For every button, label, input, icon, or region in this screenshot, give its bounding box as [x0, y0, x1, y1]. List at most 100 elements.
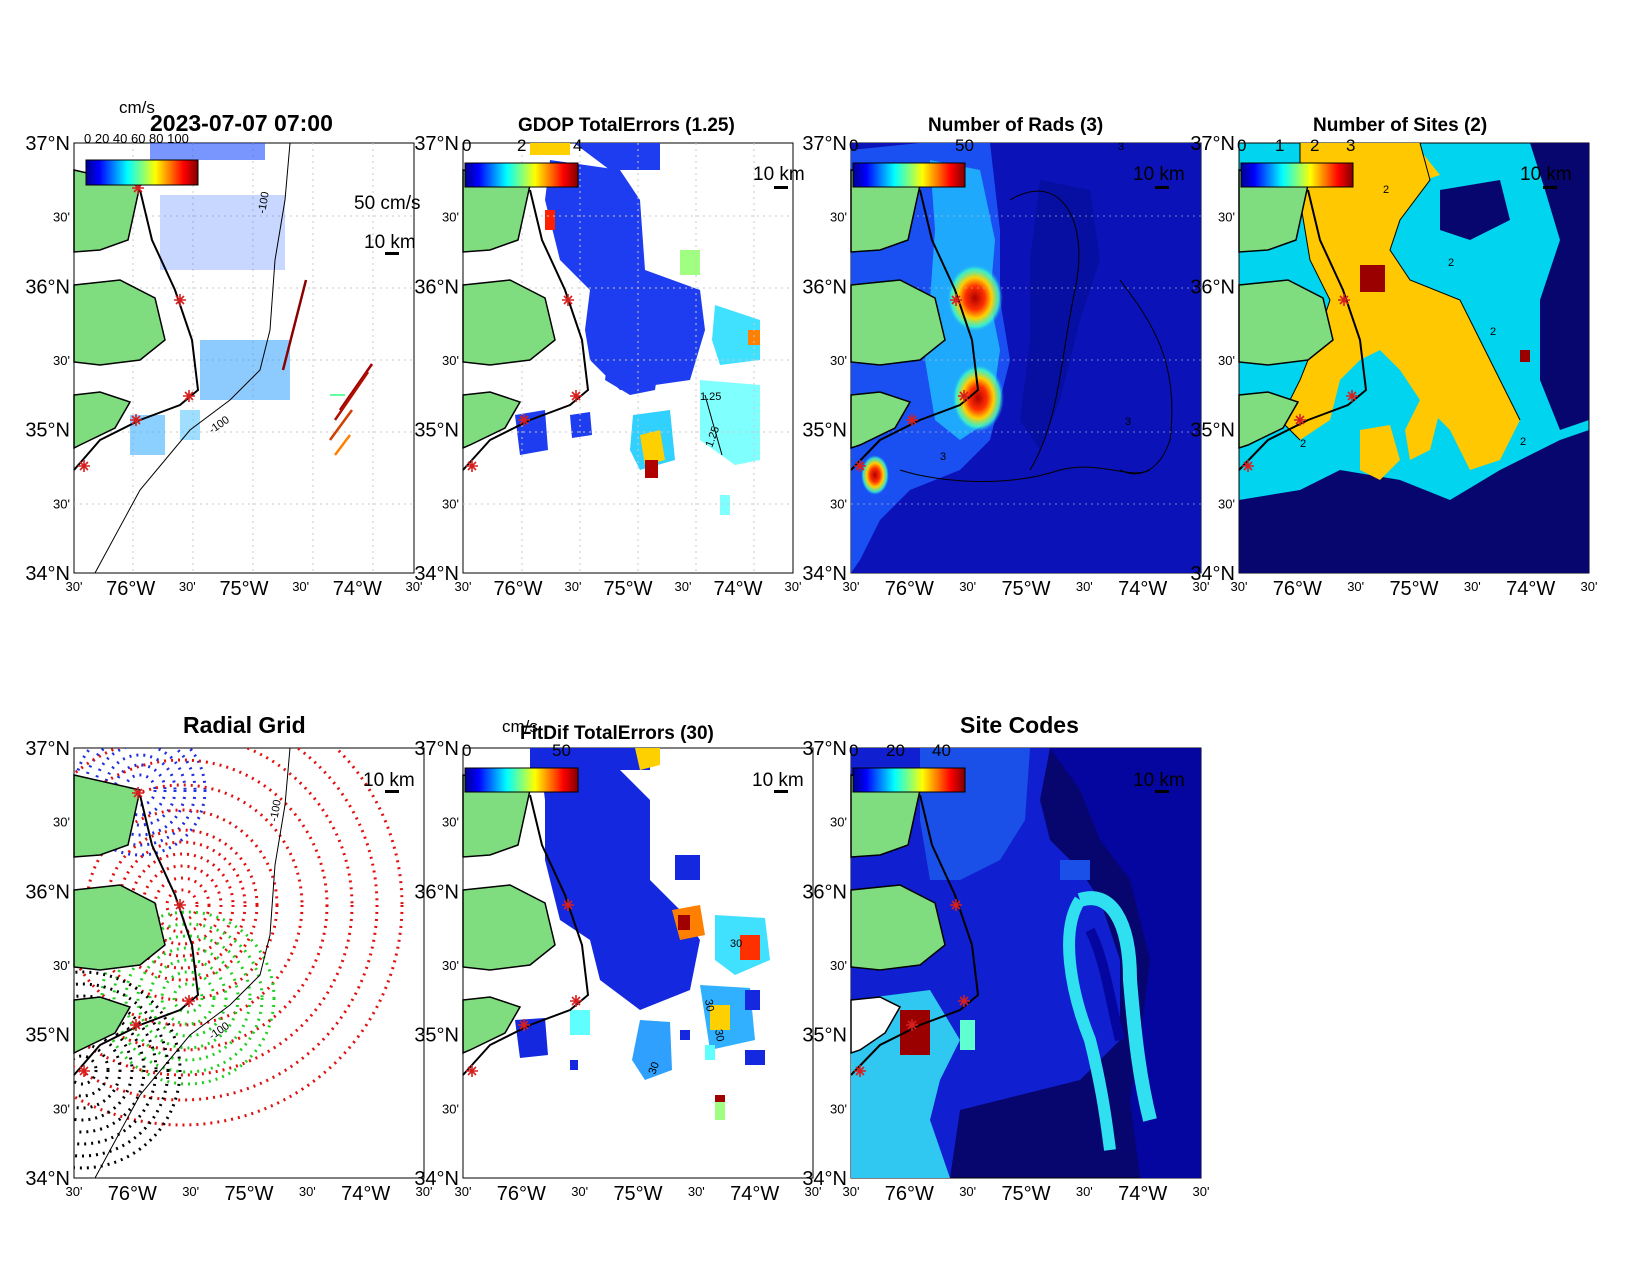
radial-grid-site-3 [100, 910, 276, 1086]
lat-tick-label: 30' [442, 958, 459, 973]
lon-tick-label: 30' [959, 579, 976, 594]
lon-tick-label: 75°W [219, 578, 268, 600]
lon-tick-label: 75°W [224, 1183, 273, 1205]
scale-bar-label: 10 km [1133, 164, 1185, 185]
colorbar-tick: 2 [517, 136, 526, 155]
scale-bar [1155, 186, 1169, 189]
lon-tick-label: 74°W [333, 578, 382, 600]
lat-tick-label: 30' [53, 815, 70, 830]
lon-tick-label: 30' [66, 579, 83, 594]
lon-tick-label: 30' [785, 579, 802, 594]
scale-bar [1543, 186, 1557, 189]
lon-tick-label: 76°W [106, 578, 155, 600]
lon-tick-label: 30' [455, 579, 472, 594]
panel-title: GDOP TotalErrors (1.25) [518, 115, 735, 136]
contour-label: 3 [1118, 141, 1124, 153]
lon-tick-label: 76°W [885, 1183, 934, 1205]
vector-scale-label: 50 cm/s [354, 193, 421, 214]
lat-tick-label: 37°N [25, 738, 70, 760]
panel-number-of-rads: 3 3 3 0 50 Number of Rads (3) 10 km [849, 115, 1202, 574]
colorbar-tick: 2 [1310, 136, 1319, 155]
lat-tick-label: 34°N [802, 563, 847, 585]
lon-tick-label: 76°W [108, 1183, 157, 1205]
lat-tick-label: 30' [53, 353, 70, 368]
lat-tick-label: 36°N [1190, 276, 1235, 298]
colorbar [1240, 162, 1354, 188]
lon-tick-label: 30' [805, 1184, 822, 1199]
lon-tick-label: 30' [571, 1184, 588, 1199]
lat-tick-label: 36°N [802, 276, 847, 298]
lat-tick-label: 37°N [414, 133, 459, 155]
lon-tick-label: 74°W [1506, 578, 1555, 600]
lon-tick-label: 75°W [1001, 578, 1050, 600]
lat-tick-label: 30' [1218, 353, 1235, 368]
lat-tick-label: 30' [53, 1101, 70, 1116]
contour-label: 1.25 [700, 391, 721, 403]
lat-tick-label: 30' [1218, 496, 1235, 511]
lat-tick-label: 36°N [414, 881, 459, 903]
colorbar-tick: 0 [462, 741, 471, 760]
lat-tick-label: 30' [442, 1101, 459, 1116]
scale-bar-label: 10 km [1520, 164, 1572, 185]
contour-label: 2 [1300, 438, 1306, 450]
panel-title: FitDif TotalErrors (30) [520, 723, 714, 744]
contour-label: 3 [940, 451, 946, 463]
scale-bar-label: 10 km [363, 770, 415, 791]
panel-title: Number of Sites (2) [1313, 115, 1487, 136]
lat-tick-label: 34°N [414, 1168, 459, 1190]
lon-tick-label: 30' [1464, 579, 1481, 594]
lon-tick-label: 30' [292, 579, 309, 594]
lon-tick-label: 30' [1231, 579, 1248, 594]
lat-tick-label: 30' [830, 210, 847, 225]
lon-tick-label: 30' [675, 579, 692, 594]
panel-title: 2023-07-07 07:00 [150, 110, 333, 136]
lon-tick-label: 30' [66, 1184, 83, 1199]
lat-tick-label: 34°N [25, 563, 70, 585]
lon-tick-label: 30' [1581, 579, 1598, 594]
lon-tick-label: 76°W [885, 578, 934, 600]
contour-label: 30 [730, 938, 742, 950]
axes-labels: 37°N30'36°N30'35°N30'34°N30' 76°W 30' 75°W 3… [25, 133, 1597, 1205]
colorbar-tick: 20 [886, 741, 905, 760]
colorbar [464, 162, 579, 188]
colorbar-tick: 1 [1275, 136, 1284, 155]
scale-bar [1155, 790, 1169, 793]
lat-tick-label: 35°N [802, 1025, 847, 1047]
scale-bar [774, 186, 788, 189]
lon-tick-label: 30' [406, 579, 423, 594]
lon-tick-label: 75°W [613, 1183, 662, 1205]
lat-tick-label: 34°N [802, 1168, 847, 1190]
lon-tick-label: 76°W [1273, 578, 1322, 600]
colorbar [852, 162, 966, 188]
contour-label: 30 [647, 1060, 662, 1076]
current-vectors [130, 143, 374, 456]
lat-tick-label: 35°N [414, 1025, 459, 1047]
lat-tick-label: 37°N [802, 133, 847, 155]
lat-tick-label: 34°N [25, 1168, 70, 1190]
colorbar-tick: 50 [955, 136, 974, 155]
lon-tick-label: 75°W [603, 578, 652, 600]
lat-tick-label: 30' [442, 353, 459, 368]
lat-tick-label: 36°N [25, 881, 70, 903]
scale-bar [774, 790, 788, 793]
lat-tick-label: 34°N [1190, 563, 1235, 585]
lat-tick-label: 35°N [25, 420, 70, 442]
scale-bar-label: 10 km [364, 232, 416, 253]
lat-tick-label: 30' [53, 210, 70, 225]
lon-tick-label: 30' [565, 579, 582, 594]
land [850, 169, 980, 471]
lat-tick-label: 37°N [802, 738, 847, 760]
lon-tick-label: 30' [299, 1184, 316, 1199]
land [73, 774, 200, 1076]
colorbar-tick: 40 [932, 741, 951, 760]
lon-tick-label: 30' [1193, 579, 1210, 594]
lon-tick-label: 30' [182, 1184, 199, 1199]
lon-tick-label: 30' [843, 579, 860, 594]
colorbar-tick: 50 [552, 741, 571, 760]
lon-tick-label: 74°W [1118, 1183, 1167, 1205]
colorbar-tick: 0 [849, 741, 858, 760]
lon-tick-label: 74°W [1118, 578, 1167, 600]
colorbar-tick: 3 [1346, 136, 1355, 155]
depth-label: -100 [256, 191, 272, 215]
lon-tick-label: 30' [455, 1184, 472, 1199]
